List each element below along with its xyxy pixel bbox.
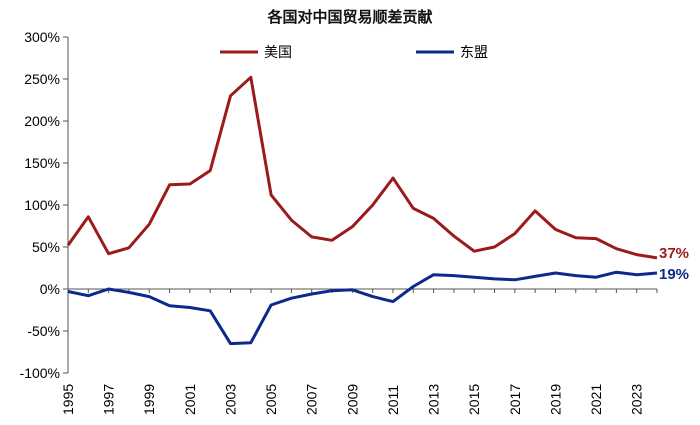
y-tick-label: 150% xyxy=(24,155,60,171)
x-tick-label: 2013 xyxy=(426,384,442,415)
y-tick-label: 0% xyxy=(40,281,60,297)
x-tick-label: 1997 xyxy=(101,384,117,415)
legend-label-asean: 东盟 xyxy=(460,45,488,61)
y-tick-label: 300% xyxy=(24,29,60,45)
chart-title: 各国对中国贸易顺差贡献 xyxy=(266,8,432,26)
x-tick-label: 2001 xyxy=(182,384,198,415)
y-tick-label: -50% xyxy=(27,323,60,339)
x-tick-label: 2019 xyxy=(547,384,563,415)
end-label-0: 37% xyxy=(659,245,689,262)
y-tick-label: -100% xyxy=(20,365,60,381)
x-tick-label: 2021 xyxy=(588,384,604,415)
x-axis-ticks: 1995 1997 1999 2001 2003 2005 2007 2009 2011 2013… xyxy=(60,289,658,415)
x-tick-label: 2011 xyxy=(385,385,401,415)
y-axis-ticks: 300% 250% 200% 150% 100% 50% 0% -50% -100% xyxy=(20,29,68,381)
x-tick-label: 2015 xyxy=(466,384,482,415)
x-tick-label: 2017 xyxy=(507,384,523,415)
x-tick-label: 1995 xyxy=(60,384,76,415)
x-tick-label: 2007 xyxy=(304,384,320,415)
series-lines xyxy=(66,75,658,346)
x-tick-label: 2005 xyxy=(263,384,279,415)
series-line-0 xyxy=(66,75,658,260)
y-tick-label: 50% xyxy=(32,239,60,255)
x-tick-label: 2009 xyxy=(344,384,360,415)
legend-label-us: 美国 xyxy=(264,45,292,61)
end-labels: 37%19% xyxy=(659,245,689,283)
axes xyxy=(67,37,657,373)
x-tick-label: 2023 xyxy=(629,384,645,415)
x-tick-label: 1999 xyxy=(141,384,157,415)
x-tick-label: 2003 xyxy=(222,384,238,415)
y-tick-label: 200% xyxy=(24,113,60,129)
y-tick-label: 100% xyxy=(24,197,60,213)
y-tick-label: 250% xyxy=(24,71,60,87)
legend: 美国 东盟 xyxy=(220,45,488,61)
series-line-1 xyxy=(67,270,658,346)
end-label-1: 19% xyxy=(659,266,689,283)
